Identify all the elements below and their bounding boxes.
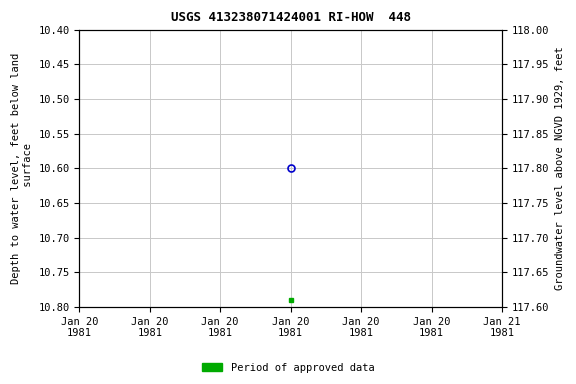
Y-axis label: Groundwater level above NGVD 1929, feet: Groundwater level above NGVD 1929, feet xyxy=(555,46,564,290)
Legend: Period of approved data: Period of approved data xyxy=(198,359,378,377)
Y-axis label: Depth to water level, feet below land
 surface: Depth to water level, feet below land su… xyxy=(12,53,33,284)
Title: USGS 413238071424001 RI-HOW  448: USGS 413238071424001 RI-HOW 448 xyxy=(170,11,411,24)
